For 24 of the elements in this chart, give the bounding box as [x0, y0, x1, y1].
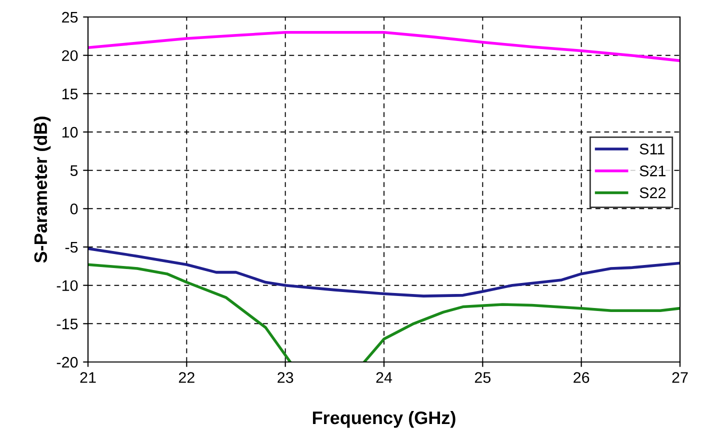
x-tick-label: 24 — [376, 372, 392, 383]
y-tick-label: -10 — [56, 280, 78, 292]
x-tick-label: 26 — [574, 372, 590, 383]
y-tick-label: 5 — [70, 165, 78, 176]
x-axis-title: Frequency (GHz) — [312, 410, 456, 428]
x-tick-label: 25 — [474, 372, 491, 383]
legend-label: S11 — [640, 144, 664, 154]
y-tick-label: -20 — [56, 356, 78, 368]
y-tick-label: 20 — [62, 50, 78, 62]
y-tick-label: 15 — [62, 88, 78, 100]
y-tick-label: 25 — [62, 12, 78, 23]
line-series — [88, 30, 680, 62]
x-tick-label: 23 — [278, 372, 294, 383]
y-axis-title: S-Parameter (dB) — [34, 116, 51, 263]
legend-label: S22 — [640, 187, 666, 198]
y-tick-label: 10 — [62, 126, 78, 138]
y-tick-label: -5 — [65, 242, 78, 253]
x-tick-label: 22 — [178, 372, 194, 383]
x-tick-label: 21 — [80, 372, 96, 383]
y-tick-label: 0 — [70, 204, 78, 214]
y-tick-label: -15 — [56, 318, 78, 330]
legend-label: S21 — [640, 166, 666, 176]
line-series — [88, 247, 680, 298]
x-tick-label: 27 — [672, 372, 688, 383]
